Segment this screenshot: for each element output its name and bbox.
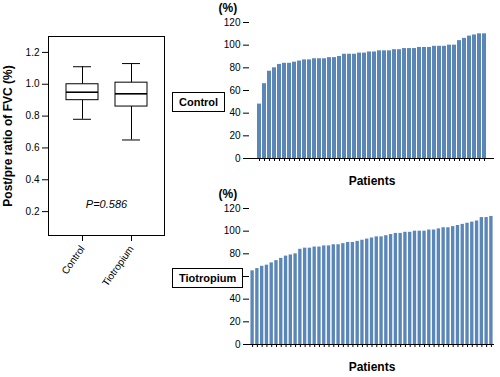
svg-text:0: 0 <box>235 153 241 164</box>
svg-text:(%): (%) <box>219 187 238 201</box>
svg-text:Tiotropium: Tiotropium <box>100 243 136 288</box>
svg-text:Patients: Patients <box>349 360 396 374</box>
svg-text:60: 60 <box>229 85 241 96</box>
svg-text:100: 100 <box>224 39 241 50</box>
svg-text:0: 0 <box>235 339 241 350</box>
svg-text:(%): (%) <box>219 1 238 15</box>
svg-text:20: 20 <box>229 130 241 141</box>
svg-text:80: 80 <box>229 62 241 73</box>
svg-text:20: 20 <box>229 316 241 327</box>
svg-text:0.4: 0.4 <box>26 174 40 185</box>
svg-text:Control: Control <box>59 243 87 276</box>
svg-text:100: 100 <box>224 225 241 236</box>
svg-text:40: 40 <box>229 293 241 304</box>
svg-text:Post/pre ratio of FVC (%): Post/pre ratio of FVC (%) <box>1 65 15 206</box>
svg-text:120: 120 <box>224 17 241 28</box>
svg-text:P=0.586: P=0.586 <box>86 198 128 210</box>
svg-text:120: 120 <box>224 203 241 214</box>
html-text:Control: Control <box>179 96 219 108</box>
svg-text:0.6: 0.6 <box>26 142 40 153</box>
svg-text:1.2: 1.2 <box>26 47 40 58</box>
svg-text:0.8: 0.8 <box>26 110 40 121</box>
svg-text:1.0: 1.0 <box>26 78 40 89</box>
svg-text:80: 80 <box>229 248 241 259</box>
svg-text:40: 40 <box>229 107 241 118</box>
svg-text:0.2: 0.2 <box>26 206 40 217</box>
html-text:Tiotropium: Tiotropium <box>179 272 237 284</box>
svg-text:Patients: Patients <box>348 173 396 188</box>
